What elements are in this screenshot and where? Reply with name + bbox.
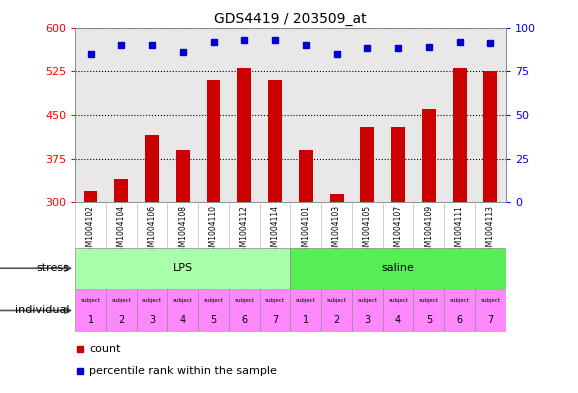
Text: 3: 3	[364, 315, 370, 325]
Bar	[75, 248, 291, 289]
Bar	[291, 289, 321, 332]
Text: GSM1004103: GSM1004103	[332, 205, 341, 256]
Bar	[238, 68, 251, 202]
Bar	[84, 191, 98, 202]
Text: subject: subject	[419, 298, 439, 303]
Text: GSM1004101: GSM1004101	[301, 205, 310, 256]
Text: 3: 3	[149, 315, 155, 325]
Text: 7: 7	[487, 315, 494, 325]
Text: GSM1004105: GSM1004105	[363, 205, 372, 256]
Text: GSM1004104: GSM1004104	[117, 205, 126, 256]
Text: individual: individual	[15, 305, 69, 316]
Bar	[422, 109, 436, 202]
Bar	[299, 150, 313, 202]
Text: GSM1004108: GSM1004108	[178, 205, 187, 256]
Bar	[114, 179, 128, 202]
Text: 6: 6	[457, 315, 462, 325]
Text: GSM1004110: GSM1004110	[209, 205, 218, 256]
Text: subject: subject	[112, 298, 131, 303]
Text: 6: 6	[241, 315, 247, 325]
Text: count: count	[89, 343, 120, 354]
Text: percentile rank within the sample: percentile rank within the sample	[89, 366, 277, 376]
Bar	[75, 289, 106, 332]
Text: GSM1004114: GSM1004114	[271, 205, 280, 256]
Bar	[475, 289, 506, 332]
Text: GSM1004113: GSM1004113	[486, 205, 495, 256]
Bar	[260, 289, 290, 332]
Text: LPS: LPS	[173, 263, 193, 273]
Text: GSM1004112: GSM1004112	[240, 205, 249, 255]
Bar	[198, 289, 229, 332]
Text: subject: subject	[265, 298, 285, 303]
Bar	[453, 68, 466, 202]
Bar	[383, 289, 413, 332]
Bar	[413, 289, 444, 332]
Bar	[136, 289, 168, 332]
Text: subject: subject	[142, 298, 162, 303]
Text: stress: stress	[36, 263, 69, 273]
Text: subject: subject	[234, 298, 254, 303]
Bar	[291, 248, 506, 289]
Bar	[329, 194, 343, 202]
Text: 1: 1	[87, 315, 94, 325]
Text: subject: subject	[450, 298, 469, 303]
Text: 2: 2	[334, 315, 340, 325]
Text: subject: subject	[388, 298, 408, 303]
Bar	[106, 289, 136, 332]
Text: subject: subject	[357, 298, 377, 303]
Text: subject: subject	[173, 298, 192, 303]
Text: subject: subject	[203, 298, 224, 303]
Text: 2: 2	[118, 315, 124, 325]
Text: 5: 5	[426, 315, 432, 325]
Text: 4: 4	[395, 315, 401, 325]
Text: GSM1004111: GSM1004111	[455, 205, 464, 255]
Text: 5: 5	[210, 315, 217, 325]
Text: GSM1004106: GSM1004106	[147, 205, 157, 256]
Text: GSM1004107: GSM1004107	[394, 205, 403, 256]
Bar	[176, 150, 190, 202]
Bar	[391, 127, 405, 202]
Text: GSM1004109: GSM1004109	[424, 205, 434, 256]
Text: saline: saline	[381, 263, 414, 273]
Bar	[483, 71, 497, 202]
Text: 1: 1	[303, 315, 309, 325]
Text: 7: 7	[272, 315, 278, 325]
Text: subject: subject	[296, 298, 316, 303]
Text: subject: subject	[327, 298, 347, 303]
Bar	[352, 289, 383, 332]
Bar	[361, 127, 375, 202]
Text: subject: subject	[80, 298, 101, 303]
Bar	[145, 135, 159, 202]
Bar	[444, 289, 475, 332]
Bar	[268, 80, 282, 202]
Text: GSM1004102: GSM1004102	[86, 205, 95, 256]
Bar	[168, 289, 198, 332]
Bar	[321, 289, 352, 332]
Bar	[206, 80, 220, 202]
Title: GDS4419 / 203509_at: GDS4419 / 203509_at	[214, 13, 367, 26]
Text: 4: 4	[180, 315, 186, 325]
Text: subject: subject	[480, 298, 501, 303]
Bar	[229, 289, 260, 332]
